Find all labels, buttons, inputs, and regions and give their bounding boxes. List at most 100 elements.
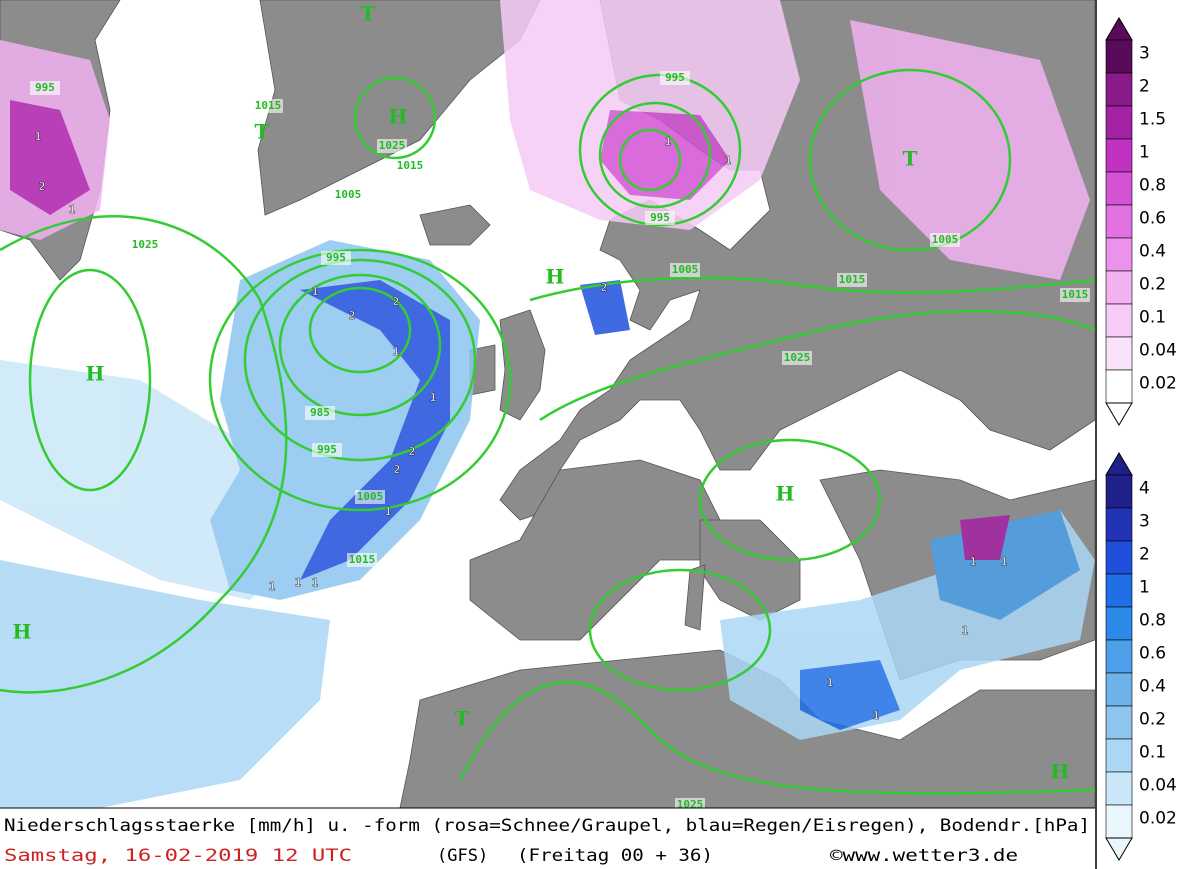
pressure-center: T bbox=[255, 120, 270, 144]
isobar-label-bg bbox=[312, 443, 342, 457]
rain-legend-swatch bbox=[1105, 639, 1133, 674]
isobar-label: 1015 bbox=[839, 273, 866, 286]
isobar-label: 1005 bbox=[357, 490, 384, 503]
pressure-center: H bbox=[389, 105, 408, 129]
rain-legend-label: 0.2 bbox=[1139, 710, 1166, 730]
pressure-center: H bbox=[1051, 760, 1070, 784]
isobar-label-bg bbox=[377, 139, 407, 153]
snow-legend-swatch bbox=[1105, 303, 1133, 338]
isobar-label-bg bbox=[395, 159, 425, 173]
isobar-label: 995 bbox=[650, 211, 670, 224]
rain-legend-swatch bbox=[1105, 606, 1133, 641]
snow-legend-swatch bbox=[1105, 171, 1133, 206]
precip-label: 1 bbox=[1001, 555, 1008, 568]
precip-label: 1 bbox=[35, 130, 42, 143]
isobar-label-bg bbox=[333, 188, 363, 202]
footer-model: (GFS) bbox=[437, 846, 488, 866]
isobar-label-bg bbox=[660, 71, 690, 85]
isobar-label: 995 bbox=[317, 443, 337, 456]
rain-legend-swatch bbox=[1105, 705, 1133, 740]
precip-label: 2 bbox=[409, 445, 416, 458]
isobar-label: 1005 bbox=[672, 263, 699, 276]
isobar-label: 1015 bbox=[349, 553, 376, 566]
snow-legend-swatch bbox=[1105, 336, 1133, 371]
isobar-label-bg bbox=[253, 99, 283, 113]
footer-date: Samstag, 16-02-2019 12 UTC bbox=[4, 846, 352, 866]
snow-legend-label: 0.8 bbox=[1139, 176, 1166, 196]
precip-label: 1 bbox=[970, 555, 977, 568]
legends: 3 2 1.5 1 0.8 0.6 0.4 0.2 0.1 0.04 0.02 4 3 2 1 0.8 0.6 0… bbox=[1105, 17, 1177, 861]
isobar-label: 1015 bbox=[1062, 288, 1089, 301]
isobar-label: 995 bbox=[665, 71, 685, 84]
precip-label: 1 bbox=[69, 203, 76, 216]
rain-legend-swatch bbox=[1105, 738, 1133, 773]
isobar-label-bg bbox=[670, 263, 700, 277]
snow-legend-swatch bbox=[1105, 270, 1133, 305]
isobar-label: 1025 bbox=[379, 139, 406, 152]
precip-label: 1 bbox=[873, 709, 880, 722]
precip-label: 2 bbox=[393, 295, 400, 308]
rain-legend-label: 0.02 bbox=[1139, 809, 1177, 829]
snow-legend-label: 2 bbox=[1139, 77, 1150, 97]
pressure-center: H bbox=[776, 482, 795, 506]
rain-legend-label: 0.6 bbox=[1139, 644, 1166, 664]
map-labels: H H H H H H T T T T 995 1015 1025 1015 1005 1025 995 995 1… bbox=[13, 2, 1090, 811]
rain-legend-swatch bbox=[1105, 804, 1133, 839]
isobar-label-bg bbox=[930, 233, 960, 247]
isobar-label-bg bbox=[355, 490, 385, 504]
footer-source: ©www.wetter3.de bbox=[830, 846, 1018, 866]
precip-label: 1 bbox=[312, 576, 319, 589]
isobar-label: 1005 bbox=[335, 188, 362, 201]
rain-legend-label: 0.04 bbox=[1139, 776, 1177, 796]
snow-legend-swatch bbox=[1105, 369, 1133, 404]
isobar-label-bg bbox=[321, 251, 351, 265]
rain-legend-swatch bbox=[1105, 672, 1133, 707]
precip-label: 1 bbox=[430, 391, 437, 404]
isobar-label: 1005 bbox=[932, 233, 959, 246]
pressure-center: T bbox=[455, 707, 470, 731]
precipitation bbox=[0, 0, 1095, 808]
rain-legend-label: 2 bbox=[1139, 545, 1150, 565]
pressure-center: T bbox=[903, 147, 918, 171]
precip-label: 1 bbox=[295, 576, 302, 589]
rain-legend-arrow-top bbox=[1105, 452, 1133, 476]
snow-legend-label: 0.6 bbox=[1139, 209, 1166, 229]
precip-label: 1 bbox=[665, 135, 672, 148]
snow-legend-label: 0.02 bbox=[1139, 374, 1177, 394]
map-area: H H H H H H T T T T 995 1015 1025 1015 1005 1025 995 995 1… bbox=[0, 0, 1095, 811]
isobar-label: 1025 bbox=[784, 351, 811, 364]
snow-legend-arrow-top bbox=[1105, 17, 1133, 41]
isobar-label-bg bbox=[130, 238, 160, 252]
isobar-label: 1015 bbox=[255, 99, 282, 112]
isobar-label-bg bbox=[675, 798, 705, 808]
isobar-label-bg bbox=[782, 351, 812, 365]
pressure-center: H bbox=[13, 620, 32, 644]
pressure-center: T bbox=[361, 2, 376, 26]
isobar-label: 995 bbox=[326, 251, 346, 264]
rain-legend-label: 0.1 bbox=[1139, 743, 1166, 763]
isobar-label: 1025 bbox=[132, 238, 159, 251]
snow-legend-swatch bbox=[1105, 237, 1133, 272]
rain-legend-arrow-bottom bbox=[1105, 837, 1133, 861]
isobar-label: 1015 bbox=[397, 159, 424, 172]
footer-description: Niederschlagsstaerke [mm/h] u. -form (ro… bbox=[4, 816, 1090, 836]
precip-label: 2 bbox=[349, 309, 356, 322]
precip-label: 1 bbox=[269, 580, 276, 593]
precip-label: 2 bbox=[39, 180, 46, 193]
precip-label: 1 bbox=[393, 345, 400, 358]
snow-legend-swatch bbox=[1105, 204, 1133, 239]
snow-legend-arrow-bottom bbox=[1105, 402, 1133, 426]
snow-legend-label: 0.1 bbox=[1139, 308, 1166, 328]
isobar-label: 1025 bbox=[677, 798, 704, 811]
rain-legend-swatch bbox=[1105, 540, 1133, 575]
snow-legend-label: 1.5 bbox=[1139, 110, 1166, 130]
precip-label: 1 bbox=[312, 285, 319, 298]
isobar-label: 995 bbox=[35, 81, 55, 94]
footer: Niederschlagsstaerke [mm/h] u. -form (ro… bbox=[4, 816, 1090, 866]
isobars bbox=[0, 68, 1095, 795]
isobar-label-bg bbox=[837, 273, 867, 287]
footer-run: (Freitag 00 + 36) bbox=[517, 846, 713, 866]
snow-legend-label: 0.4 bbox=[1139, 242, 1166, 262]
rain-legend-swatch bbox=[1105, 474, 1133, 509]
